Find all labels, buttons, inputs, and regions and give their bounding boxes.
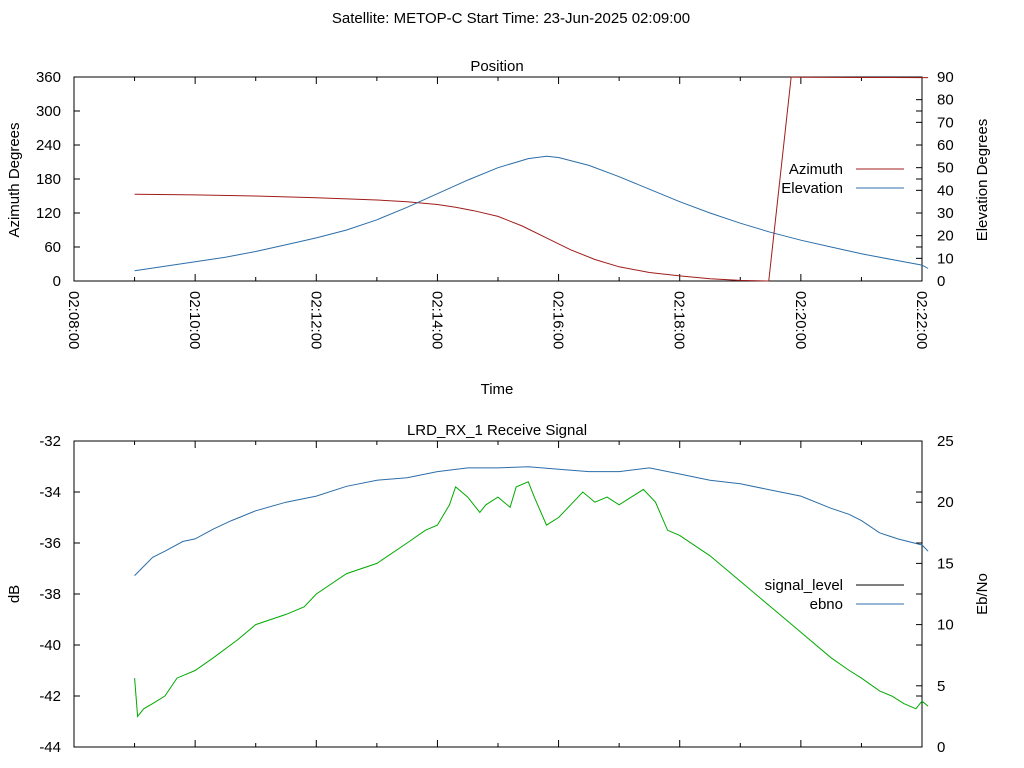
y-tick-label: -32 [39, 433, 61, 450]
position-y2-ticks: 0 10 20 30 40 50 60 70 80 90 [916, 69, 954, 290]
y-tick-label: -42 [39, 688, 61, 705]
legend-label: Azimuth [789, 161, 843, 178]
y-tick-label: 360 [36, 69, 61, 86]
y2-tick-label: 40 [937, 182, 954, 199]
x-tick-label: 02:14:00 [428, 291, 445, 349]
position-ylabel: Azimuth Degrees [6, 122, 23, 237]
position-plot-frame [73, 76, 923, 282]
legend-label: ebno [810, 596, 843, 613]
position-xlabel: Time [481, 381, 514, 398]
y2-tick-label: 0 [937, 739, 945, 756]
y-tick-label: 0 [53, 273, 61, 290]
x-tick-label: 02:20:00 [792, 291, 809, 349]
legend-label: Elevation [781, 180, 843, 197]
signal-plot-frame [73, 440, 923, 748]
y2-tick-label: 70 [937, 114, 954, 131]
signal-title: LRD_RX_1 Receive Signal [407, 422, 587, 439]
signal-y2-ticks: 0 5 10 15 20 25 [916, 433, 954, 756]
y2-tick-label: 80 [937, 92, 954, 109]
position-panel: Position 0 60 120 180 240 300 360 0 10 20 30 40 50 6… [6, 58, 991, 398]
y-tick-label: -44 [39, 739, 61, 756]
series-line-signal-green [134, 481, 929, 718]
position-series [134, 76, 929, 282]
series-line-ebno [134, 466, 929, 576]
position-y2label: Elevation Degrees [974, 119, 991, 242]
y2-tick-label: 15 [937, 555, 954, 572]
y2-tick-label: 50 [937, 160, 954, 177]
y2-tick-label: 25 [937, 433, 954, 450]
y-tick-label: -34 [39, 484, 61, 501]
position-legend: Azimuth Elevation [781, 161, 904, 197]
signal-ylabel: dB [6, 585, 23, 603]
x-tick-label: 02:12:00 [307, 291, 324, 349]
chart-suptitle: Satellite: METOP-C Start Time: 23-Jun-20… [332, 10, 690, 27]
y2-tick-label: 5 [937, 678, 945, 695]
y-tick-label: 180 [36, 171, 61, 188]
x-tick-label: 02:16:00 [550, 291, 567, 349]
position-x-ticks: 02:08:00 02:10:00 02:12:00 02:14:00 02:16:00… [65, 77, 930, 349]
x-tick-label: 02:18:00 [671, 291, 688, 349]
y2-tick-label: 60 [937, 137, 954, 154]
y2-tick-label: 10 [937, 250, 954, 267]
series-line-azimuth-wrap [791, 76, 929, 79]
position-title: Position [470, 58, 523, 75]
y-tick-label: 60 [44, 239, 61, 256]
position-y-ticks: 0 60 120 180 240 300 360 [36, 69, 922, 290]
signal-y-ticks: -44 -42 -40 -38 -36 -34 -32 [39, 433, 922, 756]
signal-panel: LRD_RX_1 Receive Signal -44-42-40-38-36-… [6, 422, 991, 756]
azimuth-wrap-line [768, 76, 792, 282]
y2-tick-label: 20 [937, 494, 954, 511]
y2-tick-label: 10 [937, 617, 954, 634]
y-tick-label: 240 [36, 137, 61, 154]
y2-tick-label: 0 [937, 273, 945, 290]
y-tick-label: 300 [36, 103, 61, 120]
y-tick-label: -40 [39, 637, 61, 654]
signal-y2label: Eb/No [974, 573, 991, 615]
series-line-elevation [134, 155, 929, 272]
signal-series [134, 466, 929, 718]
y-tick-label: 120 [36, 205, 61, 222]
x-tick-label: 02:10:00 [186, 291, 203, 349]
y2-tick-label: 30 [937, 205, 954, 222]
signal-x-ticks [73, 441, 923, 747]
y2-tick-label: 20 [937, 228, 954, 245]
series-line-azimuth [134, 193, 769, 282]
y2-tick-label: 90 [937, 69, 954, 86]
x-tick-label: 02:08:00 [65, 291, 82, 349]
x-tick-label: 02:22:00 [913, 291, 930, 349]
legend-label: signal_level [765, 577, 843, 594]
y-tick-label: -36 [39, 535, 61, 552]
y-tick-label: -38 [39, 586, 61, 603]
